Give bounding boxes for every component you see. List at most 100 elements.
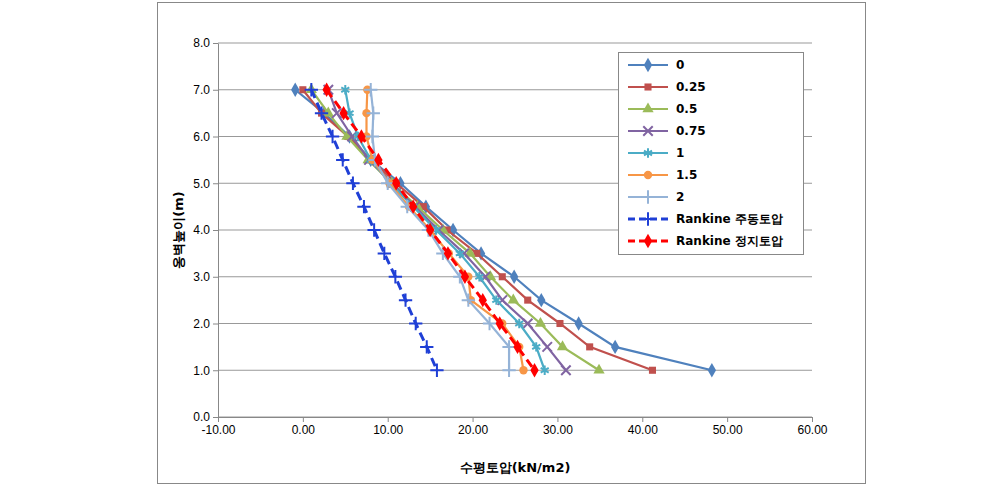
marker — [339, 106, 347, 120]
marker — [378, 247, 391, 260]
x-tick-mark — [218, 417, 219, 422]
legend-label: 0 — [676, 58, 684, 72]
y-tick: 5.0 — [193, 177, 218, 191]
marker — [513, 340, 521, 354]
legend-label: 0.25 — [676, 80, 706, 94]
y-tick-mark — [213, 137, 218, 138]
marker — [535, 317, 546, 327]
series-line — [367, 90, 524, 371]
marker — [492, 295, 500, 304]
legend-item: Rankine 주동토압 — [628, 212, 783, 226]
marker — [510, 270, 518, 284]
x-tick-mark — [727, 417, 728, 422]
marker — [574, 316, 582, 330]
marker — [346, 177, 359, 190]
marker — [347, 132, 356, 141]
y-tick-label: 0.0 — [193, 410, 210, 424]
x-tick-mark — [557, 417, 558, 422]
marker — [366, 130, 379, 143]
marker — [519, 366, 527, 374]
marker — [367, 223, 380, 236]
y-tick-label: 5.0 — [193, 177, 210, 191]
legend-label: 1 — [676, 146, 684, 160]
x-tick-mark — [642, 417, 643, 422]
marker — [543, 342, 552, 351]
marker — [483, 317, 496, 330]
marker — [323, 107, 334, 117]
legend-item: 2 — [628, 190, 684, 204]
marker — [389, 270, 402, 283]
legend-marker — [641, 190, 654, 203]
y-tick-mark — [213, 90, 218, 91]
y-tick: 6.0 — [193, 130, 218, 144]
x-tick-label: 30.00 — [543, 423, 573, 437]
marker — [649, 367, 656, 374]
series — [364, 83, 516, 377]
series — [299, 86, 656, 374]
y-tick-label: 3.0 — [193, 270, 210, 284]
x-tick-label: 60.00 — [797, 423, 827, 437]
y-tick: 8.0 — [193, 36, 218, 50]
marker — [409, 317, 422, 330]
marker — [611, 340, 619, 354]
y-axis: 0.0 1.0 2.0 3.0 4.0 5.0 6.0 7.0 8.0 — [193, 36, 218, 424]
y-axis-line — [218, 44, 219, 418]
marker — [357, 129, 365, 143]
marker — [524, 297, 531, 304]
y-tick-label: 4.0 — [193, 223, 210, 237]
marker — [430, 364, 443, 377]
marker — [541, 366, 549, 375]
marker — [557, 340, 568, 350]
y-tick: 2.0 — [193, 317, 218, 331]
y-tick-mark — [213, 277, 218, 278]
x-tick: 50.00 — [713, 417, 743, 437]
grid-line — [218, 43, 812, 44]
y-tick: 7.0 — [193, 83, 218, 97]
x-tick: 60.00 — [797, 417, 827, 437]
x-axis-line — [219, 417, 813, 418]
legend-marker — [644, 148, 652, 157]
legend-marker — [642, 102, 653, 112]
marker — [502, 364, 515, 377]
marker — [426, 223, 434, 237]
marker — [305, 83, 318, 96]
marker — [364, 83, 377, 96]
marker — [315, 106, 328, 119]
marker — [708, 363, 716, 377]
marker — [374, 153, 382, 167]
marker — [523, 319, 532, 328]
marker — [322, 83, 330, 97]
marker — [462, 293, 475, 306]
legend-item: 1.5 — [628, 168, 697, 182]
series — [322, 83, 538, 378]
x-tick: 10.00 — [373, 417, 403, 437]
series-line — [327, 90, 535, 371]
legend-marker — [641, 212, 654, 225]
marker — [586, 343, 593, 350]
marker — [561, 366, 570, 375]
marker — [479, 293, 487, 307]
legend-marker — [644, 234, 652, 248]
y-tick: 1.0 — [193, 364, 218, 378]
marker — [368, 153, 381, 166]
grid-line — [218, 323, 812, 324]
x-axis: -10.000.0010.0020.0030.0040.0050.0060.00 — [201, 417, 827, 437]
legend-label: 0.5 — [676, 102, 697, 116]
y-tick-label: 2.0 — [193, 317, 210, 331]
x-tick-mark — [388, 417, 389, 422]
x-tick-label: 20.00 — [458, 423, 488, 437]
marker — [499, 273, 506, 280]
legend-item: 0.25 — [628, 80, 706, 94]
marker — [532, 342, 540, 351]
legend-item: 0.75 — [628, 124, 706, 138]
x-tick-mark — [812, 417, 813, 422]
legend-marker — [644, 171, 652, 179]
x-axis-title: 수평토압(kN/m2) — [460, 460, 571, 475]
y-tick: 3.0 — [193, 270, 218, 284]
marker — [537, 293, 545, 307]
marker — [336, 153, 349, 166]
legend-item: 0 — [628, 58, 684, 72]
legend-label: 2 — [676, 190, 684, 204]
y-axis-title: 옹벽높이(m) — [171, 191, 186, 268]
x-tick: 20.00 — [458, 417, 488, 437]
